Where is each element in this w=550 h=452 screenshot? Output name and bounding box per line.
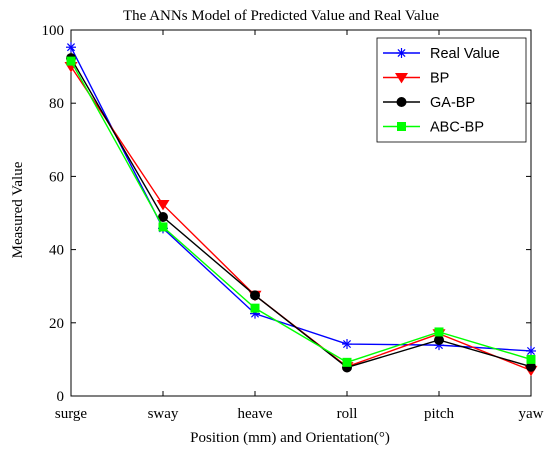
x-axis-label: Position (mm) and Orientation(°) xyxy=(190,430,390,446)
x-tick-label: roll xyxy=(337,406,358,422)
plot-frame xyxy=(70,29,532,397)
legend-label-ga-bp: GA-BP xyxy=(430,95,475,111)
legend: Real Value BP GA-BP ABC-BP xyxy=(376,37,527,143)
x-tick-label: heave xyxy=(238,406,273,422)
chart-title: The ANNs Model of Predicted Value and Re… xyxy=(123,8,439,24)
legend-marker-abc-bp xyxy=(397,122,406,131)
y-tick-label: 60 xyxy=(49,169,64,185)
x-tick-label: yaw xyxy=(519,406,544,422)
legend-marker-ga-bp xyxy=(396,97,407,107)
legend-marker-real-value xyxy=(396,48,407,58)
x-tick-label: surge xyxy=(55,406,88,422)
x-tick-label: sway xyxy=(148,406,179,422)
legend-label-abc-bp: ABC-BP xyxy=(430,120,484,136)
y-tick-label: 0 xyxy=(57,389,65,405)
y-tick-label: 20 xyxy=(49,316,64,332)
x-tick-label: pitch xyxy=(424,406,454,422)
data-point-ga-bp xyxy=(250,290,260,301)
legend-marker-bp xyxy=(395,72,408,84)
data-point-ga-bp xyxy=(434,335,444,346)
data-point-abc-bp xyxy=(250,303,260,313)
plot-area: 0 20 40 60 80 100 surge sway heave roll pitch yaw xyxy=(42,23,544,422)
data-point-real-value xyxy=(526,345,536,356)
data-point-abc-bp xyxy=(434,327,444,337)
data-point-abc-bp xyxy=(342,357,352,367)
y-tick-label: 40 xyxy=(49,243,64,259)
series-line-ga-bp xyxy=(70,57,532,369)
data-point-abc-bp xyxy=(158,222,168,232)
y-tick-label: 80 xyxy=(49,96,64,112)
data-point-bp xyxy=(156,200,170,211)
data-point-abc-bp xyxy=(66,56,76,66)
legend-label-real-value: Real Value xyxy=(430,46,500,62)
data-point-real-value xyxy=(66,42,76,53)
legend-label-bp: BP xyxy=(430,71,449,87)
data-point-real-value xyxy=(342,339,352,350)
y-tick-label: 100 xyxy=(42,23,65,39)
data-point-ga-bp xyxy=(158,212,168,223)
data-point-abc-bp xyxy=(526,354,536,364)
data-point-ga-bp xyxy=(526,361,536,372)
series-line-abc-bp xyxy=(70,60,532,364)
y-axis-label: Measured Value xyxy=(10,161,26,258)
